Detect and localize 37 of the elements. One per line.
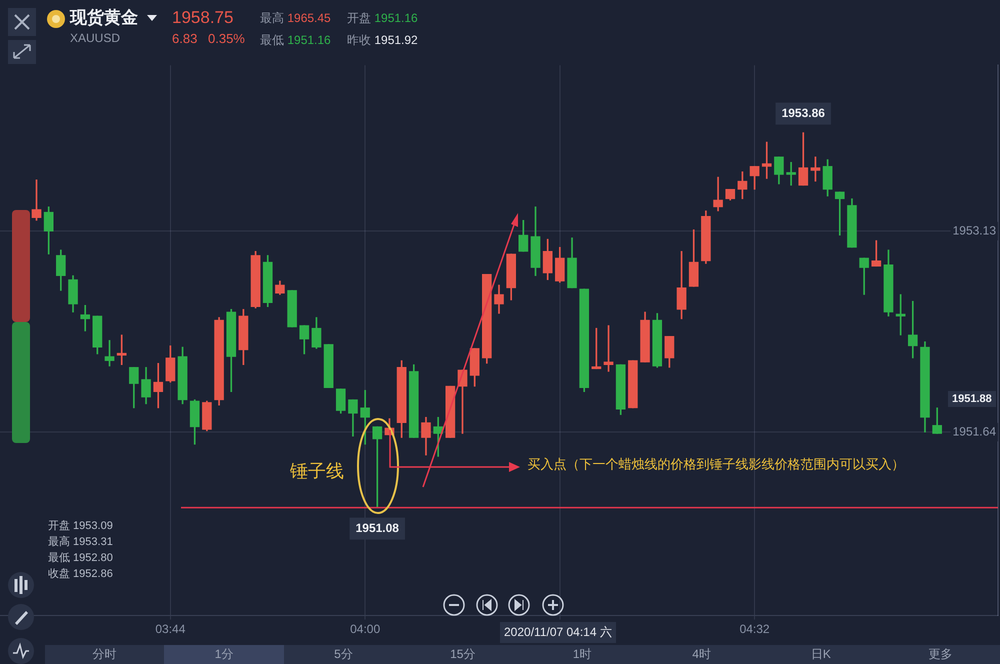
annotation: 最高 1953.31 <box>48 536 113 548</box>
annotation: 锤子线 <box>290 461 344 481</box>
annotation: 1953.86 <box>782 106 826 120</box>
chart-subtitle: XAUUSD <box>70 31 120 45</box>
text: 更多 <box>928 647 952 661</box>
annotation: 最低 1952.80 <box>48 552 113 564</box>
text: 0.35% <box>208 31 245 46</box>
text: 1时 <box>572 647 592 661</box>
text: 最高 1965.45 <box>260 11 331 25</box>
candlestick <box>104 340 114 366</box>
x-tick-label: 04:00 <box>350 622 380 636</box>
annotation: 收盘 1952.86 <box>48 568 113 580</box>
text: 4时 <box>692 647 711 661</box>
annotation: 开盘 1953.09 <box>48 520 113 532</box>
text: 日K <box>810 647 831 661</box>
candlestick <box>713 176 723 212</box>
candlestick <box>604 325 614 372</box>
text: 开盘 1951.16 <box>347 11 418 25</box>
text: 最低 1951.16 <box>260 33 331 47</box>
text: 分时 <box>92 647 117 661</box>
text: 1分 <box>214 647 234 661</box>
candlestick <box>810 156 820 182</box>
annotation: 买入点（下一个蜡烛线的价格到锤子线影线价格范围内可以买入） <box>527 456 904 472</box>
text: 5分 <box>334 647 353 661</box>
chart-title: 现货黄金 <box>70 7 138 29</box>
text: 1958.75 <box>172 8 234 27</box>
text: 6.83 <box>172 31 198 46</box>
x-tick-label: 04:32 <box>740 622 770 636</box>
x-tick-label: 03:44 <box>155 622 186 636</box>
text: 15分 <box>450 647 476 661</box>
text: 2020/11/07 04:14 六 <box>504 625 612 639</box>
y-tick-label: 1951.64 <box>952 424 996 438</box>
y-tick-label: 1953.13 <box>952 223 996 238</box>
text: 昨收 1951.92 <box>347 33 418 47</box>
candlestick <box>32 180 42 221</box>
annotation: 1951.08 <box>356 520 400 535</box>
annotation: 1951.88 <box>952 393 992 405</box>
